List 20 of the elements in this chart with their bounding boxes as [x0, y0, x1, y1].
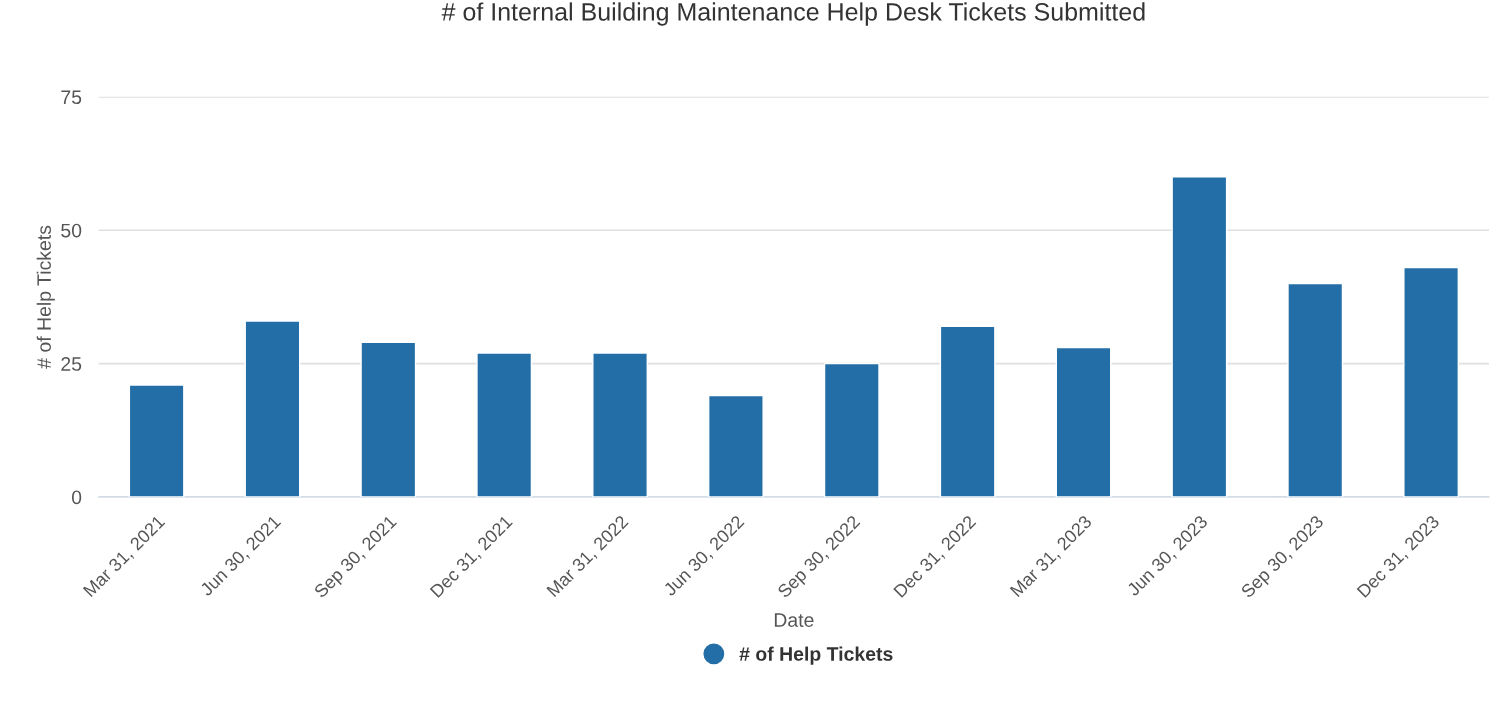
x-axis-title: Date: [774, 613, 814, 627]
bar: [707, 394, 764, 498]
bar: [476, 352, 533, 498]
bar: [244, 320, 301, 498]
y-axis-title: # of Help Tickets: [36, 225, 55, 369]
y-tick-label: 0: [71, 490, 82, 505]
bar: [1171, 176, 1228, 498]
bar: [1287, 282, 1344, 498]
legend-label: # of Help Tickets: [739, 646, 893, 665]
y-tick-label: 50: [61, 223, 82, 238]
bar: [1403, 266, 1460, 498]
chart-title: # of Internal Building Maintenance Help Desk Tickets Submitted: [441, 2, 1145, 26]
y-tick-label: 25: [61, 357, 82, 371]
bar: [1055, 346, 1112, 498]
bar: [128, 384, 185, 498]
bar: [823, 362, 880, 498]
bar: [360, 341, 417, 498]
bar: [592, 352, 648, 498]
bar: [939, 325, 996, 498]
y-tick-label: 75: [61, 90, 82, 105]
